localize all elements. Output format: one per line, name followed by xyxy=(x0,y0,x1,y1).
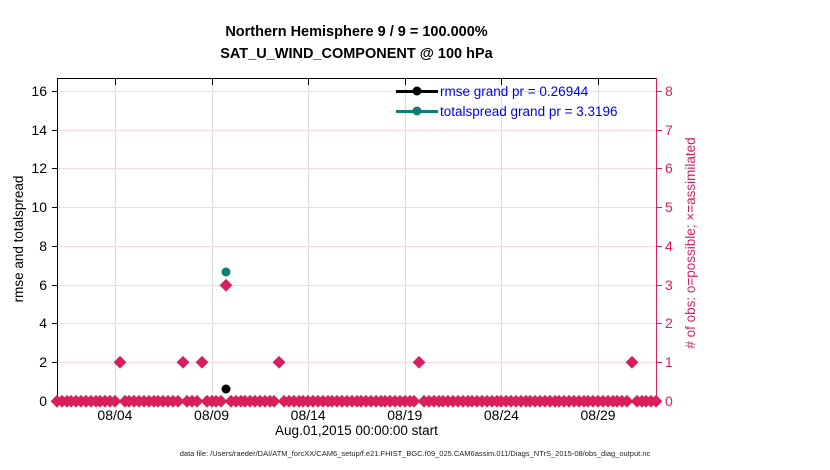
x-axis-top-tick xyxy=(308,79,310,85)
legend-entry-totalspread: totalspread grand pr = 3.3196 xyxy=(396,101,618,121)
y-axis-left-tick-label: 8 xyxy=(39,237,47,254)
y-axis-left-tick-label: 6 xyxy=(39,276,47,293)
y-axis-left-tick-label: 14 xyxy=(31,121,47,138)
x-axis-tick-label: 08/19 xyxy=(387,407,423,423)
horizontal-gridline xyxy=(57,362,656,364)
y-axis-left-tick xyxy=(52,90,57,92)
y-axis-left-tick xyxy=(52,284,57,286)
x-axis-top-tick xyxy=(404,79,406,85)
vertical-gridline xyxy=(598,78,600,401)
chart-title-line2: SAT_U_WIND_COMPONENT @ 100 hPa xyxy=(220,46,493,62)
y-axis-right-tick xyxy=(657,90,662,92)
y-axis-left-tick xyxy=(52,245,57,247)
obs-count-marker xyxy=(176,356,189,369)
y-axis-right-tick xyxy=(657,207,662,209)
x-axis-tick-label: 08/29 xyxy=(580,407,616,423)
vertical-gridline xyxy=(404,78,406,401)
y-axis-left-tick-label: 12 xyxy=(31,160,47,177)
vertical-gridline xyxy=(114,78,116,401)
y-axis-right-tick-label: 1 xyxy=(665,354,673,371)
x-axis-tick-label: 08/24 xyxy=(483,407,519,423)
x-axis-tick-label: 08/14 xyxy=(290,407,326,423)
y-axis-right-tick-label: 0 xyxy=(665,393,673,409)
y-axis-right-tick-label: 6 xyxy=(665,160,673,177)
y-axis-left-tick-label: 0 xyxy=(39,393,47,409)
y-axis-label-right: # of obs: o=possible; ×=assimilated xyxy=(683,137,698,349)
horizontal-gridline xyxy=(57,207,656,209)
obs-count-marker xyxy=(195,356,208,369)
y-axis-left-tick-label: 16 xyxy=(31,82,47,99)
legend-entry-rmse: rmse grand pr = 0.26944 xyxy=(396,81,618,101)
y-axis-left-tick xyxy=(52,207,57,209)
x-axis-top-tick xyxy=(211,79,213,85)
x-axis-top-tick xyxy=(114,79,116,85)
y-axis-right-tick xyxy=(657,323,662,325)
chart-title-line1: Northern Hemisphere 9 / 9 = 100.000% xyxy=(225,24,488,40)
vertical-gridline xyxy=(501,78,503,401)
totalspread-legend-line-icon xyxy=(396,106,438,116)
x-axis-label: Aug.01,2015 00:00:00 start xyxy=(275,423,438,438)
y-axis-right-tick-label: 8 xyxy=(665,82,673,99)
y-axis-right-tick xyxy=(657,245,662,247)
x-axis-tick-label: 08/09 xyxy=(194,407,230,423)
y-axis-left-tick xyxy=(52,323,57,325)
horizontal-gridline xyxy=(57,284,656,286)
y-axis-right-tick-label: 5 xyxy=(665,199,673,216)
obs-count-marker xyxy=(625,356,638,369)
x-axis-top-tick xyxy=(501,79,503,85)
obs-count-marker xyxy=(273,356,286,369)
legend: rmse grand pr = 0.26944 totalspread grand… xyxy=(396,81,618,121)
y-axis-left xyxy=(57,78,58,401)
data-file-footer: data file: /Users/raeder/DAI/ATM_forcXX/… xyxy=(179,449,651,458)
totalspread-marker xyxy=(221,267,231,277)
y-axis-right-tick xyxy=(657,284,662,286)
rmse-legend-dot-icon xyxy=(412,86,422,96)
y-axis-right xyxy=(656,78,657,401)
y-axis-left-tick-label: 10 xyxy=(31,199,47,216)
x-axis-top xyxy=(57,78,656,79)
y-axis-label-left: rmse and totalspread xyxy=(11,175,26,303)
x-axis-tick-label: 08/04 xyxy=(97,407,133,423)
vertical-gridline xyxy=(211,78,213,401)
vertical-gridline xyxy=(308,78,310,401)
y-axis-right-tick xyxy=(657,168,662,170)
y-axis-right-tick xyxy=(657,362,662,364)
y-axis-left-tick xyxy=(52,129,57,131)
horizontal-gridline xyxy=(57,245,656,247)
rmse-legend-line-icon xyxy=(396,86,438,96)
y-axis-left-tick xyxy=(52,362,57,364)
rmse-marker xyxy=(221,384,231,394)
y-axis-left-tick-label: 2 xyxy=(39,354,47,371)
totalspread-legend-dot-icon xyxy=(412,106,422,116)
y-axis-right-tick-label: 2 xyxy=(665,315,673,332)
obs-count-marker xyxy=(219,278,233,291)
obs-count-marker xyxy=(413,356,426,369)
y-axis-left-tick-label: 4 xyxy=(39,315,47,332)
y-axis-right-tick-label: 7 xyxy=(665,121,673,138)
horizontal-gridline xyxy=(57,168,656,170)
y-axis-left-tick xyxy=(52,168,57,170)
legend-label-totalspread: totalspread grand pr = 3.3196 xyxy=(440,103,618,119)
legend-label-rmse: rmse grand pr = 0.26944 xyxy=(440,83,589,99)
horizontal-gridline xyxy=(57,90,656,92)
y-axis-right-tick xyxy=(657,129,662,131)
horizontal-gridline xyxy=(57,323,656,325)
x-axis-top-tick xyxy=(598,79,600,85)
y-axis-right-tick-label: 3 xyxy=(665,276,673,293)
horizontal-gridline xyxy=(57,129,656,131)
y-axis-right-tick-label: 4 xyxy=(665,237,673,254)
